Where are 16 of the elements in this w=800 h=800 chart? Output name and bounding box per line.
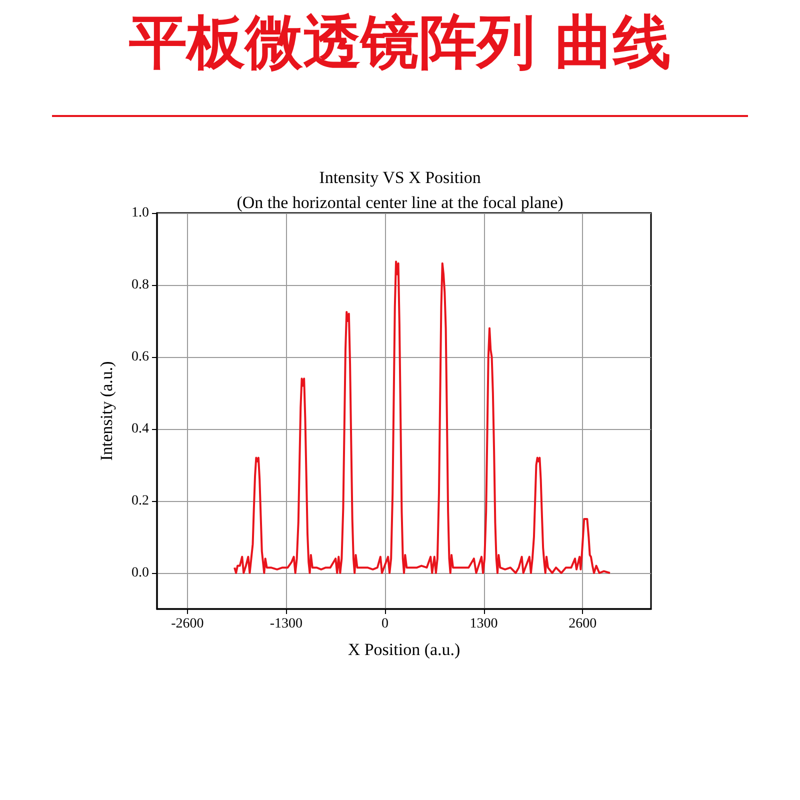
y-tick-label: 0.0 — [132, 566, 149, 580]
x-axis-title: X Position (a.u.) — [348, 640, 460, 659]
x-tick-label: 2600 — [568, 616, 597, 632]
x-tick-label: 0 — [382, 616, 388, 632]
y-tick-label: 1.0 — [132, 206, 149, 220]
chart-title: 平板微透镜阵列 曲线 — [128, 8, 672, 76]
chart-subtitle: Intensity VS X Position (On the horizontal center line at the focal plane) — [236, 168, 564, 212]
x-tick-label: -2600 — [171, 616, 204, 632]
y-tick-label: 0.6 — [132, 350, 149, 364]
y-tick-label: 0.8 — [132, 278, 149, 292]
line-series — [234, 260, 611, 574]
x-tick-label: -1300 — [270, 616, 303, 632]
y-tick-label: 0.4 — [132, 422, 149, 436]
x-tick-label: 1300 — [470, 616, 498, 632]
y-axis-title: Intensity (a.u.) — [97, 361, 116, 461]
y-tick-label: 0.2 — [132, 494, 149, 508]
